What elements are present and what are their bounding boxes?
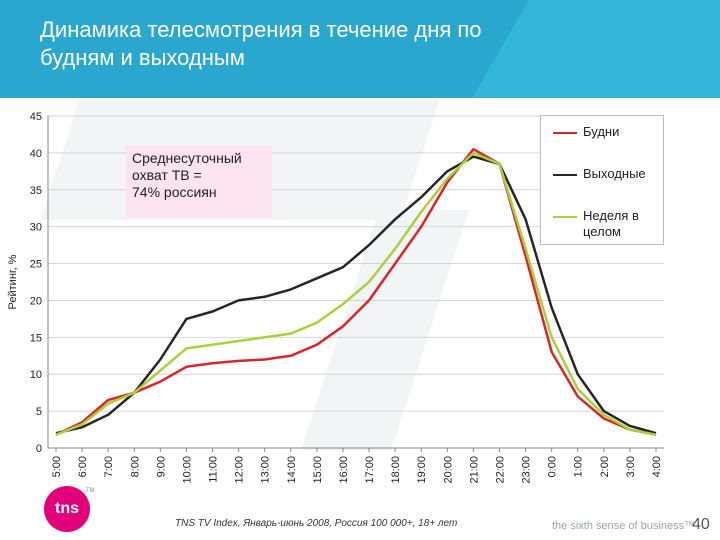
company-tagline: the sixth sense of business™: [552, 520, 696, 532]
x-tick-label-9: 14:00: [286, 456, 298, 484]
series-line-0: [55, 147, 657, 436]
slide-header: Динамика телесмотрения в течение дня по …: [0, 0, 720, 98]
y-tick-label-8: 40: [30, 148, 42, 160]
x-tick-label-19: 0:00: [547, 456, 559, 477]
tns-logo: tns: [44, 486, 90, 532]
x-tick-label-18: 23:00: [521, 456, 533, 484]
x-tick-labels: 5:00 6:00 7:00 8:00 9:00 10:00 11:00 12:00 13:00…: [51, 456, 663, 484]
x-tick-label-17: 22:00: [494, 456, 506, 484]
y-tick-label-3: 15: [30, 332, 42, 344]
x-tick-label-8: 13:00: [260, 456, 272, 484]
x-tick-label-1: 6:00: [77, 456, 89, 477]
x-tick-label-0: 5:00: [51, 456, 63, 477]
y-tick-label-4: 20: [30, 295, 42, 307]
x-tick-label-21: 2:00: [599, 456, 611, 477]
page-number: 40: [692, 516, 710, 533]
y-tick-label-5: 25: [30, 259, 42, 271]
y-axis-label: Рейтинг, %: [7, 254, 19, 309]
y-tick-labels: 0 5 10 15 20 25 30 35 40 45: [30, 111, 42, 455]
x-tick-label-6: 11:00: [208, 456, 220, 483]
slide-title: Динамика телесмотрения в течение дня по …: [40, 16, 640, 72]
title-line-2: будням и выходным: [40, 45, 245, 70]
data-source-note: TNS TV Index, Январь-июнь 2008, Россия 1…: [175, 518, 458, 529]
logo-trademark: TM: [86, 488, 95, 494]
x-tick-label-16: 21:00: [468, 456, 480, 484]
x-tick-label-3: 8:00: [129, 456, 141, 477]
series-line-2: [55, 151, 657, 436]
x-tick-label-20: 1:00: [573, 456, 585, 477]
x-tick-label-10: 15:00: [312, 456, 324, 484]
y-tick-label-6: 30: [30, 222, 42, 234]
y-tick-label-2: 10: [30, 369, 42, 381]
x-tick-label-11: 16:00: [338, 456, 350, 484]
y-tick-label-0: 0: [36, 443, 42, 455]
title-line-1: Динамика телесмотрения в течение дня по: [40, 17, 482, 42]
legend-swatch-weekdays: [553, 132, 577, 134]
x-tick-label-2: 7:00: [103, 456, 115, 477]
callout-line-2: охват ТВ =: [132, 167, 202, 183]
series-line-1: [55, 155, 657, 435]
x-tick-label-23: 4:00: [651, 456, 663, 477]
legend-label-week: Неделя в целом: [583, 208, 639, 239]
y-tick-label-7: 35: [30, 185, 42, 197]
x-tick-label-5: 10:00: [181, 456, 193, 484]
callout-box: Среднесуточный охват ТВ = 74% россиян: [126, 146, 272, 218]
line-chart: 0 5 10 15 20 25 30 35 40 45 5:00 6:00 7:00 8:00 9:00 1…: [7, 111, 664, 484]
x-tick-label-15: 20:00: [442, 456, 454, 484]
y-tick-label-1: 5: [36, 406, 42, 418]
x-tick-label-22: 3:00: [625, 456, 637, 477]
x-tick-label-14: 19:00: [416, 456, 428, 484]
chart-axes: [47, 116, 664, 452]
callout-line-3: 74% россиян: [132, 184, 217, 200]
legend-swatch-weekends: [553, 174, 577, 176]
chart-legend: Будни Выходные Неделя в целом: [540, 115, 664, 245]
y-tick-label-9: 45: [30, 111, 42, 123]
x-tick-label-7: 12:00: [234, 456, 246, 484]
callout-line-1: Среднесуточный: [132, 150, 242, 166]
legend-label-weekends: Выходные: [583, 166, 646, 181]
x-tick-label-12: 17:00: [364, 456, 376, 484]
x-tick-label-13: 18:00: [390, 456, 402, 484]
legend-label-weekdays: Будни: [583, 124, 620, 139]
legend-swatch-week: [553, 216, 577, 218]
x-tick-label-4: 9:00: [155, 456, 167, 477]
chart-series: [55, 147, 657, 436]
